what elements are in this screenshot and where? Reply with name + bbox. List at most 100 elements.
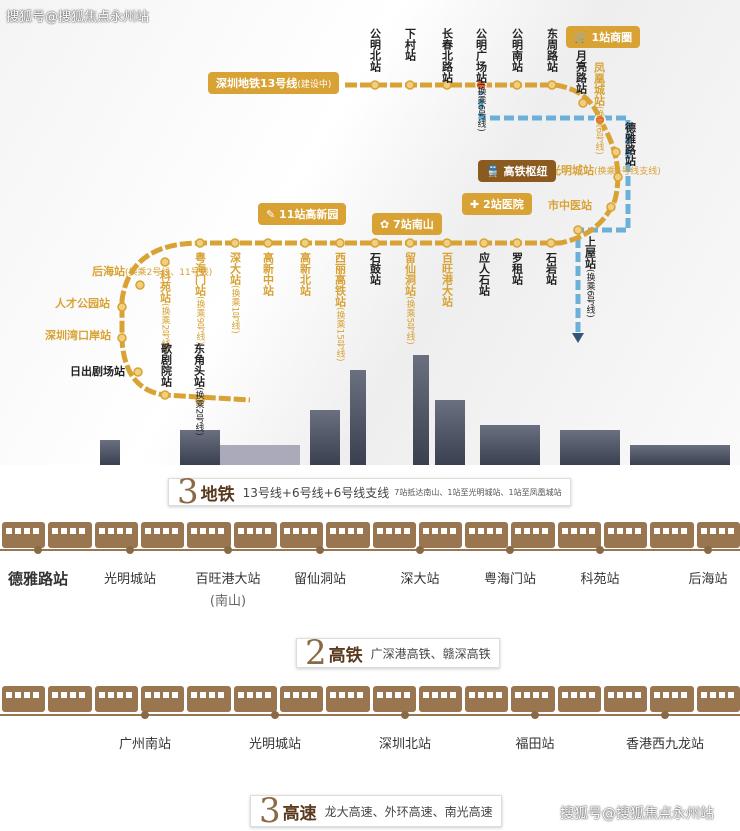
- station-dot: [195, 238, 205, 248]
- station-name: 公明南站: [510, 28, 524, 72]
- station-dot: [370, 80, 380, 90]
- station-dot: [611, 147, 621, 157]
- station-label[interactable]: 后海站(换乘2号线、11号线): [92, 266, 212, 278]
- station-label[interactable]: 西丽高铁站(换乘15号线): [334, 252, 347, 361]
- station-label[interactable]: 石鼓站: [369, 252, 382, 285]
- station-label[interactable]: 市中医站: [548, 200, 592, 212]
- station-label[interactable]: 深大站(换乘1号线): [228, 252, 242, 334]
- station-name: 歌剧院站: [159, 343, 173, 387]
- station-label[interactable]: 石岩站: [545, 252, 558, 285]
- station-label[interactable]: 高新中站: [262, 252, 275, 296]
- station-label[interactable]: 公明南站: [510, 28, 524, 72]
- station-name: 公明广场站: [474, 28, 488, 83]
- train-car: [2, 686, 46, 712]
- station-name: 百旺港大站: [440, 252, 454, 307]
- station-label[interactable]: 德雅路站: [7, 570, 69, 588]
- station-label[interactable]: 深大站: [400, 572, 440, 587]
- metro-banner: 3 地铁 13号线+6号线+6号线支线 7站抵达南山、1站至光明城站、1站至凤凰城站: [168, 472, 571, 512]
- station-label[interactable]: 上屋站(换乘6号线): [583, 236, 597, 318]
- station-label[interactable]: 留仙洞站: [293, 572, 347, 587]
- station-label[interactable]: 公明北站: [368, 28, 382, 72]
- transfer-note: (换乘6号线): [593, 106, 604, 155]
- train-car: [140, 522, 185, 548]
- station-dot: [135, 280, 145, 290]
- station-name: 上屋站: [583, 236, 597, 269]
- station-label[interactable]: 科苑站(换乘2号线): [158, 270, 172, 352]
- station-name: 下村站: [403, 28, 417, 61]
- station-dot: [416, 546, 424, 554]
- station-label[interactable]: 凤凰城站(换乘6号线): [593, 62, 606, 155]
- station-label[interactable]: 香港西九龙站: [625, 737, 705, 752]
- station-label[interactable]: 后海站: [688, 572, 728, 587]
- station-label[interactable]: 粤海门站(换乘9号线): [193, 252, 207, 345]
- station-name: 科苑站: [158, 270, 172, 303]
- station-name: 光明城站: [550, 164, 594, 177]
- station-label[interactable]: 月亮路站: [575, 50, 588, 94]
- station-label[interactable]: 广州南站: [118, 737, 172, 752]
- station-dot: [335, 238, 345, 248]
- station-name: 深大站: [228, 252, 242, 285]
- train-car: [465, 522, 509, 548]
- station-label[interactable]: 应人石站: [477, 252, 491, 296]
- station-dot: [578, 98, 588, 108]
- station-label[interactable]: 歌剧院站: [159, 343, 173, 387]
- station-name: 公明北站: [368, 28, 382, 72]
- station-label[interactable]: 光明城站: [248, 737, 302, 752]
- station-label[interactable]: 日出剧场站: [70, 366, 125, 378]
- watermark-bottom: 搜狐号@搜狐焦点永州站: [560, 806, 714, 822]
- train-car: [94, 522, 138, 548]
- station-label[interactable]: 东角头站(换乘2号线): [193, 343, 206, 436]
- station-label[interactable]: 科苑站: [580, 572, 620, 587]
- station-label[interactable]: 长春北路站: [440, 28, 454, 83]
- mall-tag: 🛒 1站商圈: [566, 26, 641, 48]
- train-car: [511, 522, 555, 548]
- train-car: [187, 522, 231, 548]
- station-name: 粤海门站: [193, 252, 207, 296]
- station-label[interactable]: 光明城站(换乘6号线支线): [550, 165, 661, 177]
- station-dot: [475, 79, 487, 91]
- station-name: 长春北路站: [440, 28, 454, 83]
- station-label[interactable]: 下村站: [403, 28, 417, 61]
- train-car: [279, 522, 324, 548]
- station-label[interactable]: 罗租站: [511, 252, 524, 285]
- station-name: 深圳湾口岸站: [45, 329, 111, 342]
- rail-banner: 2 高铁 广深港高铁、赣深高铁: [296, 633, 500, 673]
- station-label[interactable]: 留仙洞站(换乘5号线): [404, 252, 417, 345]
- station-dot: [370, 238, 380, 248]
- station-label[interactable]: 深圳湾口岸站: [45, 330, 111, 342]
- station-dot: [479, 238, 489, 248]
- train-car: [418, 686, 463, 712]
- train-car: [326, 686, 370, 712]
- station-label[interactable]: 百旺港大站: [195, 572, 261, 587]
- station-label[interactable]: 粤海门站: [483, 572, 537, 587]
- train-car: [557, 686, 602, 712]
- station-dot: [263, 238, 273, 248]
- station-dot: [442, 238, 452, 248]
- station-label[interactable]: 百旺港大站: [440, 252, 454, 307]
- station-dot: [546, 238, 556, 248]
- station-label[interactable]: 东周路站: [546, 28, 559, 72]
- train-car: [650, 686, 694, 712]
- station-dot: [271, 711, 279, 719]
- station-label[interactable]: 公明广场站(换乘6号线): [474, 28, 488, 132]
- station-dot: [512, 80, 522, 90]
- station-label[interactable]: 福田站: [515, 737, 555, 752]
- transfer-note: (换乘9号线): [194, 296, 205, 345]
- station-dot: [606, 202, 616, 212]
- transfer-note: (换乘2号线): [159, 303, 170, 352]
- station-label[interactable]: 德雅路站: [624, 122, 637, 166]
- transfer-note: (换乘2号线): [193, 387, 204, 436]
- station-label[interactable]: 深圳北站: [378, 737, 432, 752]
- station-dot: [117, 333, 127, 343]
- train-car: [94, 686, 138, 712]
- station-label[interactable]: 人才公园站: [55, 298, 110, 310]
- station-dot: [160, 390, 170, 400]
- train-car: [465, 686, 509, 712]
- station-name: 高新北站: [298, 252, 312, 296]
- line6-route: [478, 85, 631, 335]
- train-car: [511, 686, 555, 712]
- station-label[interactable]: 光明城站: [103, 572, 157, 587]
- train-car: [233, 522, 277, 548]
- station-name: 应人石站: [477, 252, 491, 296]
- station-label[interactable]: 高新北站: [298, 252, 312, 296]
